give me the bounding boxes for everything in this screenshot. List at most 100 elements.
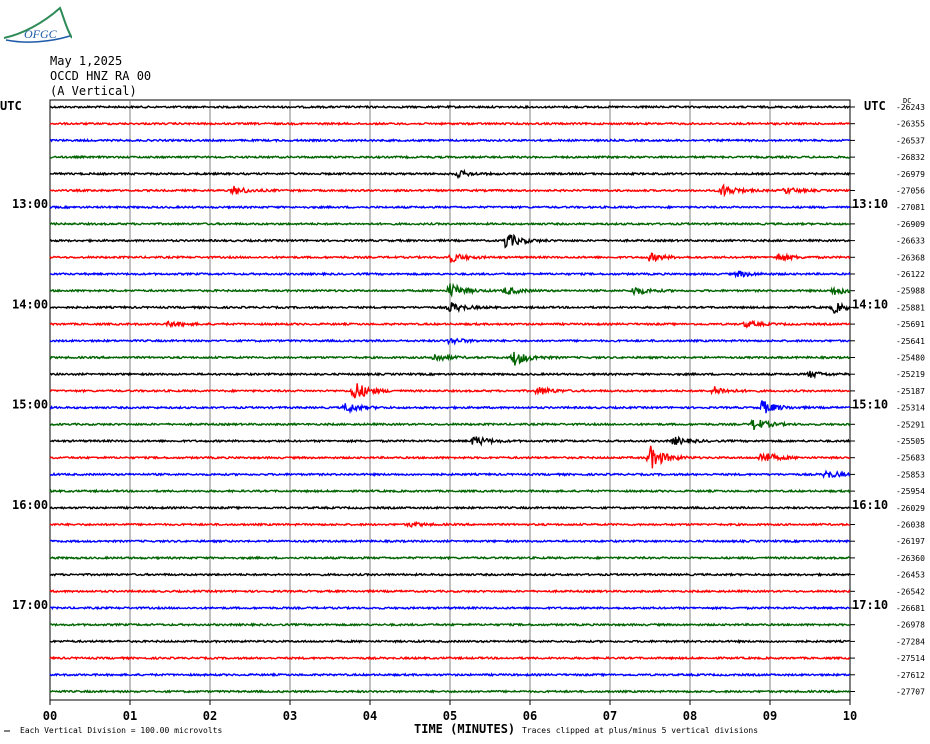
dc-offset-label: -26542 — [896, 587, 925, 596]
left-hour-label: 16:00 — [12, 498, 48, 512]
station-label: OCCD HNZ RA 00 — [50, 69, 152, 83]
dc-offset-label: -27707 — [896, 688, 925, 697]
logo-mountain — [3, 6, 72, 39]
trace-line — [49, 672, 851, 678]
right-hour-label: 17:10 — [852, 598, 888, 612]
x-tick-label: 07 — [603, 709, 617, 723]
right-hour-label: 16:10 — [852, 498, 888, 512]
trace-line — [49, 154, 851, 160]
dc-offset-label: -26979 — [896, 170, 925, 179]
trace-line — [49, 445, 851, 469]
trace-line — [49, 337, 851, 346]
dc-offset-label: -25480 — [896, 354, 925, 363]
dc-offset-label: -27612 — [896, 671, 925, 680]
dc-offset-label: -26909 — [896, 220, 925, 229]
left-hour-label: 15:00 — [12, 398, 48, 412]
dc-offset-label: -26197 — [896, 537, 925, 546]
dc-offset-label: -25881 — [896, 303, 925, 312]
right-utc-label: UTC — [864, 99, 886, 113]
left-hour-label: 14:00 — [12, 297, 48, 311]
x-tick-label: 04 — [363, 709, 377, 723]
trace-line — [49, 689, 851, 694]
trace-line — [49, 488, 851, 494]
trace-line — [49, 204, 851, 210]
trace-line — [49, 400, 851, 415]
trace-line — [49, 282, 851, 298]
dc-offset-label: -26029 — [896, 504, 925, 513]
dc-offset-label: -25314 — [896, 404, 925, 413]
dc-offset-label: -26368 — [896, 253, 925, 262]
dc-offset-label: -26243 — [896, 103, 925, 112]
date-label: May 1,2025 — [50, 54, 123, 68]
trace-line — [49, 538, 851, 544]
trace-line — [49, 520, 851, 528]
dc-offset-label: -26633 — [896, 237, 925, 246]
right-hour-label: 13:10 — [852, 197, 888, 211]
x-tick-label: 05 — [443, 709, 457, 723]
dc-offset-label: -25291 — [896, 420, 925, 429]
trace-line — [49, 270, 851, 279]
trace-line — [49, 605, 851, 611]
trace-line — [49, 638, 851, 644]
trace-line — [49, 655, 850, 661]
dc-offset-label: -26832 — [896, 153, 925, 162]
dc-offset-label: -25683 — [896, 454, 925, 463]
trace-line — [49, 370, 851, 380]
dc-offset-label: -26978 — [896, 621, 925, 630]
dc-offset-label: -27056 — [896, 187, 925, 196]
trace-line — [49, 505, 851, 511]
trace-line — [49, 469, 851, 479]
dc-offset-label: -26453 — [896, 571, 925, 580]
dc-offset-label: -25691 — [896, 320, 925, 329]
x-tick-label: 02 — [203, 709, 217, 723]
trace-line — [49, 221, 851, 227]
x-tick-label: 03 — [283, 709, 297, 723]
dc-offset-label: -25219 — [896, 370, 925, 379]
trace-line — [49, 383, 851, 399]
trace-line — [49, 555, 851, 561]
trace-line — [49, 233, 851, 249]
trace-line — [49, 137, 850, 143]
trace-line — [49, 183, 851, 198]
trace-line — [49, 588, 851, 594]
component-label: (A Vertical) — [50, 84, 137, 98]
x-tick-label: 00 — [43, 709, 57, 723]
x-tick-label: 10 — [843, 709, 857, 723]
dc-offset-label: -27284 — [896, 637, 925, 646]
x-tick-label: 06 — [523, 709, 537, 723]
dc-offset-label: -26122 — [896, 270, 925, 279]
x-axis-label: TIME (MINUTES) — [414, 722, 515, 736]
trace-line — [49, 571, 851, 578]
trace-line — [49, 252, 851, 263]
traces — [49, 104, 851, 694]
left-hour-label: 17:00 — [12, 598, 48, 612]
dc-offset-label: -25187 — [896, 387, 925, 396]
x-tick-label: 01 — [123, 709, 137, 723]
dc-offset-label: -26360 — [896, 554, 925, 563]
ofgc-logo: OFGC — [3, 6, 72, 43]
trace-line — [49, 104, 851, 110]
logo-swoosh — [5, 35, 71, 43]
dc-header-label: DC — [903, 97, 911, 105]
dc-offset-label: -26038 — [896, 521, 925, 530]
trace-line — [50, 435, 851, 447]
dc-offset-label: -25954 — [896, 487, 925, 496]
x-tick-label: 08 — [683, 709, 697, 723]
dc-offset-label: -27081 — [896, 203, 925, 212]
grid — [4, 99, 855, 732]
trace-line — [49, 418, 851, 431]
labels: 00 01 02 03 04 05 06 07 08 09 10 -26243 -26355 -26537… — [12, 97, 925, 736]
dc-offset-label: -26537 — [896, 136, 925, 145]
left-hour-label: 13:00 — [12, 197, 48, 211]
trace-line — [49, 168, 851, 180]
dc-offset-label: -26681 — [896, 604, 925, 613]
x-tick-label: 09 — [763, 709, 777, 723]
dc-offset-label: -25505 — [896, 437, 925, 446]
right-hour-label: 14:10 — [852, 297, 888, 311]
dc-offset-label: -25641 — [896, 337, 925, 346]
dc-offset-label: -25988 — [896, 287, 925, 296]
left-utc-label: UTC — [0, 99, 22, 113]
right-hour-label: 15:10 — [852, 398, 888, 412]
trace-line — [49, 301, 851, 314]
